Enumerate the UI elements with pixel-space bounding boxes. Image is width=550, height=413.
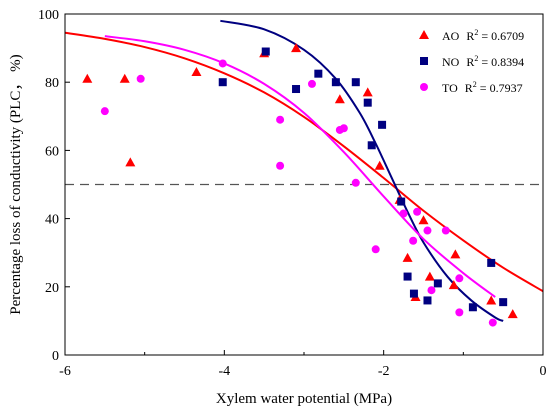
data-point-to <box>488 318 497 327</box>
legend-series-name: TO <box>442 81 461 95</box>
legend-r2-value: = 0.8394 <box>478 55 524 69</box>
x-tick-label: -6 <box>59 364 71 379</box>
legend-r-superscript: 2 <box>473 80 477 89</box>
data-point-no <box>487 258 496 267</box>
legend-label-ao: AO R2 = 0.6709 <box>442 28 524 43</box>
data-point-ao <box>362 87 373 97</box>
legend-r-superscript: 2 <box>474 28 478 37</box>
fit-curve-no <box>220 19 504 322</box>
data-point-to <box>399 209 408 218</box>
y-tick-label: 100 <box>38 8 59 23</box>
data-point-to <box>136 74 145 83</box>
data-point-ao <box>507 309 518 319</box>
legend-r-label: R <box>466 55 474 69</box>
data-point-no <box>499 298 508 307</box>
data-point-to <box>455 308 464 317</box>
data-point-to <box>441 226 450 235</box>
data-point-ao <box>450 249 461 259</box>
legend-series-name: AO <box>442 29 462 43</box>
data-point-no <box>433 279 442 288</box>
legend-marker-no <box>420 57 428 65</box>
data-point-no <box>403 272 412 281</box>
data-point-ao <box>291 43 302 53</box>
x-tick-label: -2 <box>378 364 390 379</box>
data-point-ao <box>119 73 130 83</box>
data-point-ao <box>486 295 497 305</box>
legend-series-name: NO <box>442 55 462 69</box>
data-point-no <box>331 78 340 87</box>
legend-r2-value: = 0.7937 <box>477 81 523 95</box>
data-point-to <box>100 107 109 116</box>
data-point-to <box>371 245 380 254</box>
data-point-no <box>218 78 227 87</box>
legend-r-superscript: 2 <box>474 54 478 63</box>
data-point-no <box>314 69 323 78</box>
data-point-to <box>427 286 436 295</box>
x-tick-label: -4 <box>218 364 230 379</box>
data-point-to <box>307 79 316 88</box>
legend-r2-value: = 0.6709 <box>478 29 524 43</box>
data-point-no <box>409 289 418 298</box>
legend-marker-to <box>420 83 428 91</box>
legend-label-no: NO R2 = 0.8394 <box>442 54 524 69</box>
data-point-no <box>292 85 301 94</box>
legend-r-label: R <box>465 81 473 95</box>
fit-curve-ao <box>64 31 544 293</box>
data-point-ao <box>82 73 93 83</box>
data-point-ao <box>374 160 385 170</box>
y-tick-label: 80 <box>45 76 59 91</box>
data-point-ao <box>125 157 136 167</box>
data-point-ao <box>424 271 435 281</box>
data-point-ao <box>448 280 459 290</box>
legend-r-label: R <box>466 29 474 43</box>
fit-curve-to <box>104 35 496 298</box>
data-point-to <box>409 236 418 245</box>
data-point-ao <box>334 94 345 104</box>
data-point-to <box>339 124 348 133</box>
data-point-to <box>423 226 432 235</box>
data-point-no <box>351 78 360 87</box>
data-point-no <box>367 141 376 150</box>
y-axis-title: Percentage loss of conductivity (PLC， %) <box>8 54 24 314</box>
x-axis-title: Xylem water potential (MPa) <box>216 391 392 407</box>
data-point-no <box>363 98 372 107</box>
data-point-no <box>261 47 270 56</box>
data-point-no <box>423 296 432 305</box>
data-point-to <box>455 274 464 283</box>
data-point-no <box>468 303 477 312</box>
data-point-no <box>397 197 406 206</box>
y-tick-label: 20 <box>45 281 59 296</box>
data-point-to <box>413 207 422 216</box>
legend-marker-ao <box>419 30 429 39</box>
y-tick-label: 40 <box>45 213 59 228</box>
data-point-to <box>218 59 227 68</box>
data-point-to <box>276 161 285 170</box>
x-tick-label: 0 <box>540 364 547 379</box>
data-point-to <box>276 115 285 124</box>
data-point-no <box>378 120 387 129</box>
data-point-to <box>351 178 360 187</box>
legend-label-to: TO R2 = 0.7937 <box>442 80 523 95</box>
data-point-ao <box>418 215 429 225</box>
y-tick-label: 0 <box>52 349 59 364</box>
y-tick-label: 60 <box>45 144 59 159</box>
data-point-ao <box>402 252 413 262</box>
data-point-ao <box>191 66 202 76</box>
